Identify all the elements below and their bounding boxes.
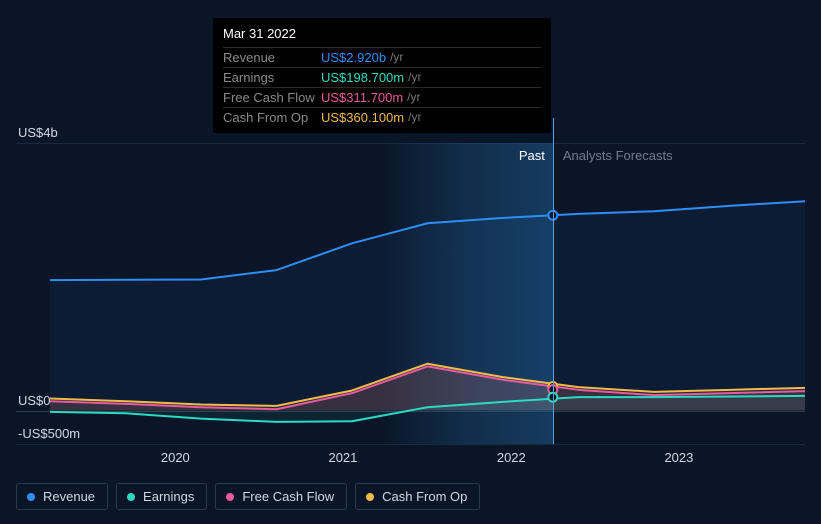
- tooltip-row: RevenueUS$2.920b/yr: [223, 47, 541, 67]
- x-axis-label: 2023: [664, 450, 693, 465]
- plot-area[interactable]: [50, 143, 805, 444]
- legend-item[interactable]: Revenue: [16, 483, 108, 510]
- legend-dot: [127, 493, 135, 501]
- gridline: [16, 444, 805, 445]
- financial-chart: US$4bUS$0-US$500m Past Analysts Forecast…: [0, 0, 821, 524]
- tooltip-label: Earnings: [223, 70, 321, 85]
- tooltip-value: US$198.700m: [321, 70, 404, 85]
- tooltip-suffix: /yr: [407, 90, 420, 105]
- legend-label: Revenue: [43, 489, 95, 504]
- tooltip-value: US$311.700m: [321, 90, 403, 105]
- legend-item[interactable]: Free Cash Flow: [215, 483, 347, 510]
- legend-dot: [366, 493, 374, 501]
- legend-item[interactable]: Earnings: [116, 483, 207, 510]
- legend: Revenue Earnings Free Cash Flow Cash From O…: [16, 483, 480, 510]
- legend-dot: [226, 493, 234, 501]
- tooltip-suffix: /yr: [390, 50, 403, 65]
- tooltip-row: EarningsUS$198.700m/yr: [223, 67, 541, 87]
- tooltip-suffix: /yr: [408, 70, 421, 85]
- legend-label: Earnings: [143, 489, 194, 504]
- legend-dot: [27, 493, 35, 501]
- y-axis-label: US$4b: [18, 125, 58, 140]
- x-axis-label: 2020: [161, 450, 190, 465]
- tooltip-label: Revenue: [223, 50, 321, 65]
- legend-item[interactable]: Cash From Op: [355, 483, 480, 510]
- tooltip-suffix: /yr: [408, 110, 421, 125]
- y-axis-label: US$0: [18, 393, 51, 408]
- tooltip-line: [553, 118, 554, 444]
- tooltip-date: Mar 31 2022: [223, 26, 541, 47]
- tooltip: Mar 31 2022 RevenueUS$2.920b/yrEarningsU…: [213, 18, 551, 133]
- tooltip-value: US$360.100m: [321, 110, 404, 125]
- tooltip-row: Free Cash FlowUS$311.700m/yr: [223, 87, 541, 107]
- legend-label: Free Cash Flow: [242, 489, 334, 504]
- tooltip-label: Cash From Op: [223, 110, 321, 125]
- x-axis-label: 2021: [328, 450, 357, 465]
- tooltip-value: US$2.920b: [321, 50, 386, 65]
- x-axis-label: 2022: [497, 450, 526, 465]
- tooltip-label: Free Cash Flow: [223, 90, 321, 105]
- legend-label: Cash From Op: [382, 489, 467, 504]
- tooltip-row: Cash From OpUS$360.100m/yr: [223, 107, 541, 127]
